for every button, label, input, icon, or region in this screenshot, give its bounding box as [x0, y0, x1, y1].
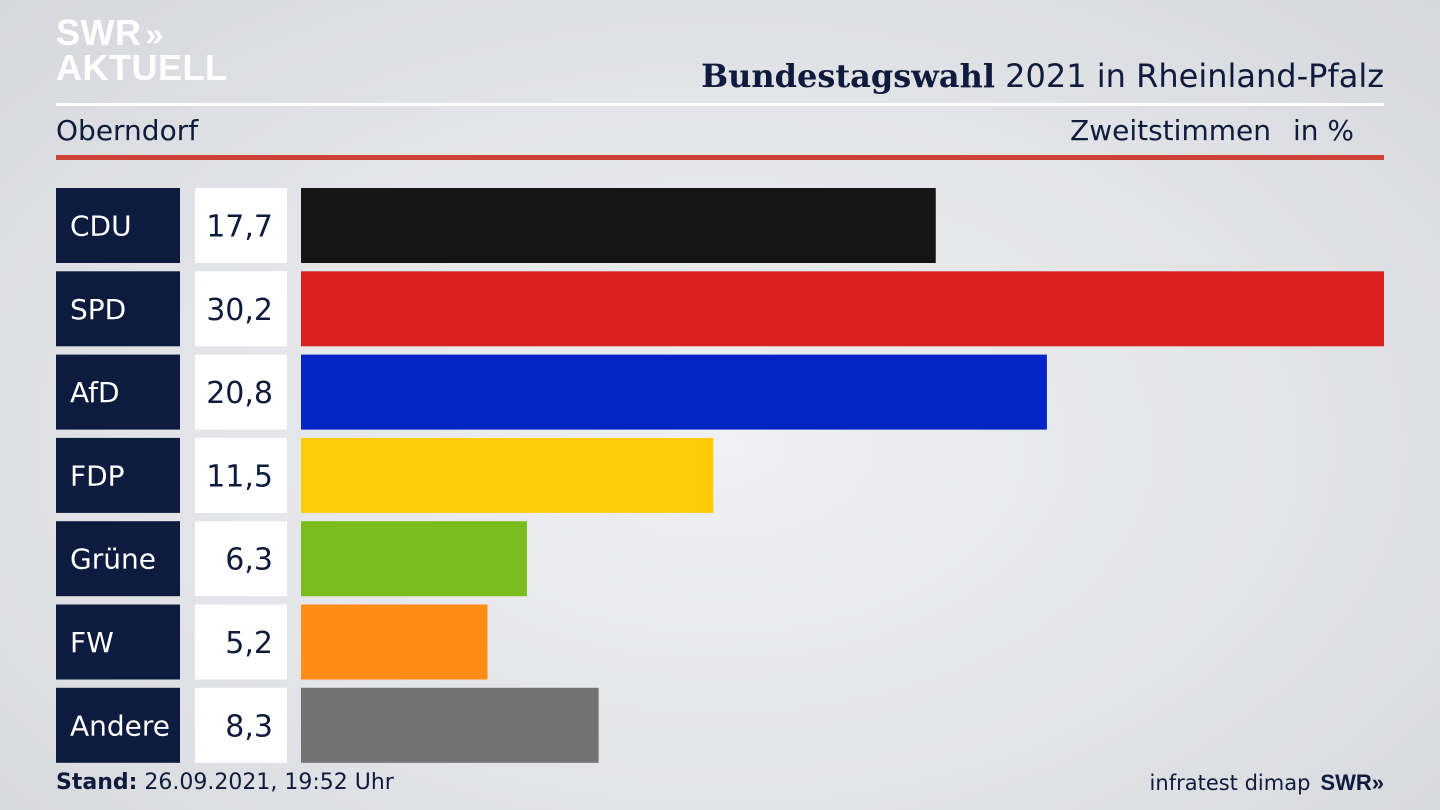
unit-text: in %	[1292, 114, 1354, 147]
category-label: Grüne	[70, 543, 156, 576]
title-rest: 2021 in Rheinland-Pfalz	[1005, 57, 1384, 95]
measure-text: Zweitstimmen	[1070, 114, 1271, 147]
data-label: 20,8	[206, 376, 273, 411]
value-label-box-fdp	[195, 437, 287, 513]
header-divider	[56, 103, 1384, 106]
source-credit: infratest dimap SWR»	[1150, 770, 1384, 796]
accent-divider	[56, 155, 1384, 160]
bar-fdp	[301, 437, 714, 513]
title-bold: Bundestagswahl	[701, 57, 995, 95]
measure-label: Zweitstimmen in %	[1070, 114, 1354, 147]
stand-value: 26.09.2021, 19:52 Uhr	[144, 770, 394, 795]
category-label: FDP	[70, 459, 125, 492]
value-label-box-afd	[195, 354, 287, 430]
data-label: 11,5	[206, 459, 273, 494]
data-label: 6,3	[225, 543, 273, 578]
bar-cdu	[301, 188, 936, 263]
data-label: 5,2	[225, 626, 273, 661]
category-label: SPD	[70, 293, 126, 326]
value-label-box-cdu	[195, 188, 287, 263]
timestamp: Stand: 26.09.2021, 19:52 Uhr	[56, 770, 394, 795]
value-label-box-spd	[195, 271, 287, 347]
category-label: Andere	[70, 709, 170, 742]
bar-afd	[301, 354, 1047, 430]
data-label: 17,7	[206, 210, 273, 245]
party-label-box-cdu	[56, 188, 180, 263]
category-label: CDU	[70, 210, 132, 243]
category-label: AfD	[70, 376, 120, 409]
bar-fw	[301, 604, 488, 680]
party-label-box-fdp	[56, 437, 180, 513]
data-label: 30,2	[206, 293, 273, 328]
party-label-box-andere	[56, 687, 180, 763]
stand-label: Stand:	[56, 770, 138, 795]
value-label-box-fw	[195, 604, 287, 680]
logo-swr: SWR	[56, 12, 142, 53]
bar-andere	[301, 687, 599, 763]
source-label: infratest dimap	[1149, 771, 1311, 795]
location-label: Oberndorf	[56, 114, 199, 147]
category-label: FW	[70, 626, 114, 659]
party-label-box-afd	[56, 354, 180, 430]
value-label-box-gr-ne	[195, 521, 287, 597]
logo-aktuell: AKTUELL	[56, 47, 228, 88]
party-label-box-spd	[56, 271, 180, 347]
value-label-box-andere	[195, 687, 287, 763]
chart-title: Bundestagswahl 2021 in Rheinland-Pfalz	[701, 57, 1384, 95]
party-label-box-fw	[56, 604, 180, 680]
brand-arrows-icon: »	[1371, 770, 1384, 795]
brand-label: SWR	[1320, 770, 1372, 795]
swr-aktuell-logo: SWR» AKTUELL	[56, 15, 228, 88]
party-label-box-gr-ne	[56, 521, 180, 597]
bar-spd	[301, 271, 1384, 347]
data-label: 8,3	[225, 709, 273, 744]
bar-gr-ne	[301, 521, 527, 597]
